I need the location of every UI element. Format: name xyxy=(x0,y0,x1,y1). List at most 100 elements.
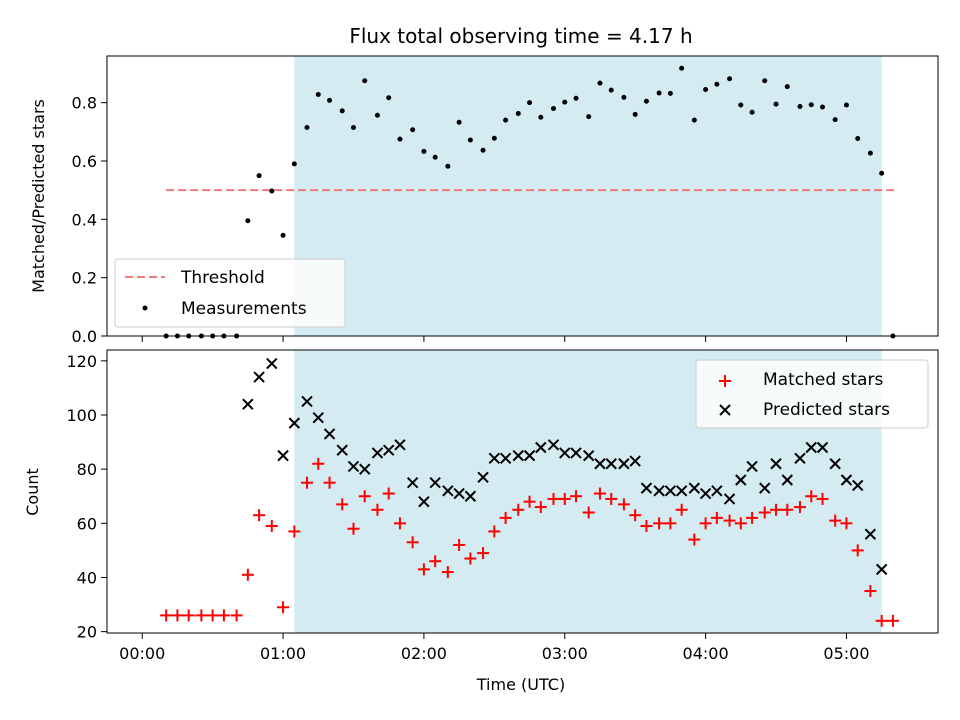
matched-legend-swatch xyxy=(719,375,731,387)
matched-star-point xyxy=(160,609,173,622)
predicted-star-point xyxy=(618,458,630,470)
measurements-legend-swatch xyxy=(142,305,148,311)
matched-star-point xyxy=(277,601,290,614)
measurement-point xyxy=(315,92,321,97)
measurement-point xyxy=(491,135,497,141)
measurement-point xyxy=(667,90,673,96)
measurement-point xyxy=(797,103,803,109)
matched-star-point xyxy=(206,609,219,622)
matched-star-point xyxy=(288,525,301,538)
predicted-star-point xyxy=(535,441,547,454)
matched-star-point xyxy=(464,552,477,565)
predicted-star-point xyxy=(594,458,606,470)
measurement-point xyxy=(480,147,486,153)
predicted-star-point xyxy=(781,474,794,486)
matched-star-point xyxy=(699,517,712,530)
measurement-point xyxy=(573,95,579,101)
matched-star-point xyxy=(182,609,195,622)
predicted-star-point xyxy=(875,563,888,576)
matched-star-point xyxy=(323,476,336,489)
measurement-point xyxy=(386,95,392,101)
measurement-points xyxy=(163,65,896,339)
matched-star-point xyxy=(358,490,371,503)
y-tick-label: 0.4 xyxy=(72,210,97,229)
top-legend: Threshold Measurements xyxy=(114,258,346,328)
predicted-star-point xyxy=(312,411,324,424)
predicted-star-point xyxy=(852,479,864,492)
predicted-star-point xyxy=(547,439,560,451)
top-plot-frame xyxy=(106,55,939,337)
matched-star-point xyxy=(653,517,666,530)
predicted-star-point xyxy=(429,476,441,489)
measurement-point xyxy=(245,218,251,224)
measurement-point xyxy=(879,170,885,176)
measurement-point xyxy=(586,114,592,120)
measurement-point xyxy=(350,124,356,130)
predicted-star-point xyxy=(382,444,395,456)
y-tick-label: 100 xyxy=(66,406,97,425)
predicted-star-point xyxy=(559,447,571,459)
matched-star-point xyxy=(723,514,736,527)
y-tick-label: 40 xyxy=(77,568,97,587)
x-axis-label: Time (UTC) xyxy=(476,675,565,694)
predicted-star-point xyxy=(523,449,536,462)
measurement-point xyxy=(467,137,473,143)
predicted-star-point xyxy=(640,482,653,494)
y-tick-label: 0.8 xyxy=(72,94,97,113)
predicted-star-point xyxy=(723,493,736,505)
predicted-star-point xyxy=(829,458,841,470)
matched-star-point xyxy=(523,495,536,508)
matched-star-point xyxy=(582,506,595,519)
y-tick-label: 0.6 xyxy=(72,152,97,171)
matched-star-point xyxy=(829,514,842,527)
measurement-point xyxy=(727,76,733,82)
threshold-legend-label: Threshold xyxy=(180,268,265,288)
predicted-star-point xyxy=(582,449,595,462)
predicted-star-point xyxy=(336,444,348,456)
matched-star-point xyxy=(875,614,888,627)
bottom-panel: 20 40 60 80 100 120 00:00 01:00 02:00 03:00 04:00… xyxy=(23,349,939,694)
y-tick-label: 20 xyxy=(77,623,97,642)
predicted-legend-swatch xyxy=(719,404,731,416)
top-y-axis-label: Matched/Predicted stars xyxy=(29,99,48,293)
matched-star-point xyxy=(558,492,571,505)
matched-star-point xyxy=(781,503,794,516)
measurement-point xyxy=(621,94,627,100)
predicted-star-point xyxy=(664,485,677,497)
matched-star-point xyxy=(499,511,512,524)
x-tick-label: 00:00 xyxy=(119,644,165,663)
matched-star-point xyxy=(816,492,829,505)
matched-star-point xyxy=(477,547,490,560)
matched-star-point xyxy=(886,614,899,627)
predicted-legend-label: Predicted stars xyxy=(763,400,890,420)
matched-star-point xyxy=(347,522,360,535)
bottom-y-axis: 20 40 60 80 100 120 xyxy=(66,352,107,642)
matched-star-point xyxy=(371,503,384,516)
matched-star-point xyxy=(312,457,325,470)
measurement-point xyxy=(855,136,861,142)
matched-star-point xyxy=(241,568,254,581)
y-tick-label: 120 xyxy=(66,352,97,371)
measurement-point xyxy=(808,102,814,108)
bottom-x-axis: 00:00 01:00 02:00 03:00 04:00 05:00 xyxy=(119,633,870,663)
matched-star-point xyxy=(429,555,442,568)
matched-star-point xyxy=(617,498,630,511)
predicted-star-point xyxy=(394,439,406,451)
measurement-point xyxy=(339,108,345,114)
x-tick-label: 01:00 xyxy=(260,644,306,663)
measurement-point xyxy=(820,104,826,110)
matched-star-point xyxy=(417,563,430,576)
y-tick-label: 60 xyxy=(77,514,97,533)
measurement-point xyxy=(762,78,768,84)
matched-star-point xyxy=(840,517,853,530)
measurement-point xyxy=(597,80,603,86)
x-tick-label: 02:00 xyxy=(401,644,447,663)
matched-star-point xyxy=(393,517,406,530)
predicted-star-point xyxy=(442,485,454,497)
matched-star-point xyxy=(265,520,278,533)
measurement-point xyxy=(643,98,649,104)
predicted-star-point xyxy=(301,395,313,408)
top-x-axis xyxy=(141,336,847,342)
matched-star-point xyxy=(512,503,525,516)
